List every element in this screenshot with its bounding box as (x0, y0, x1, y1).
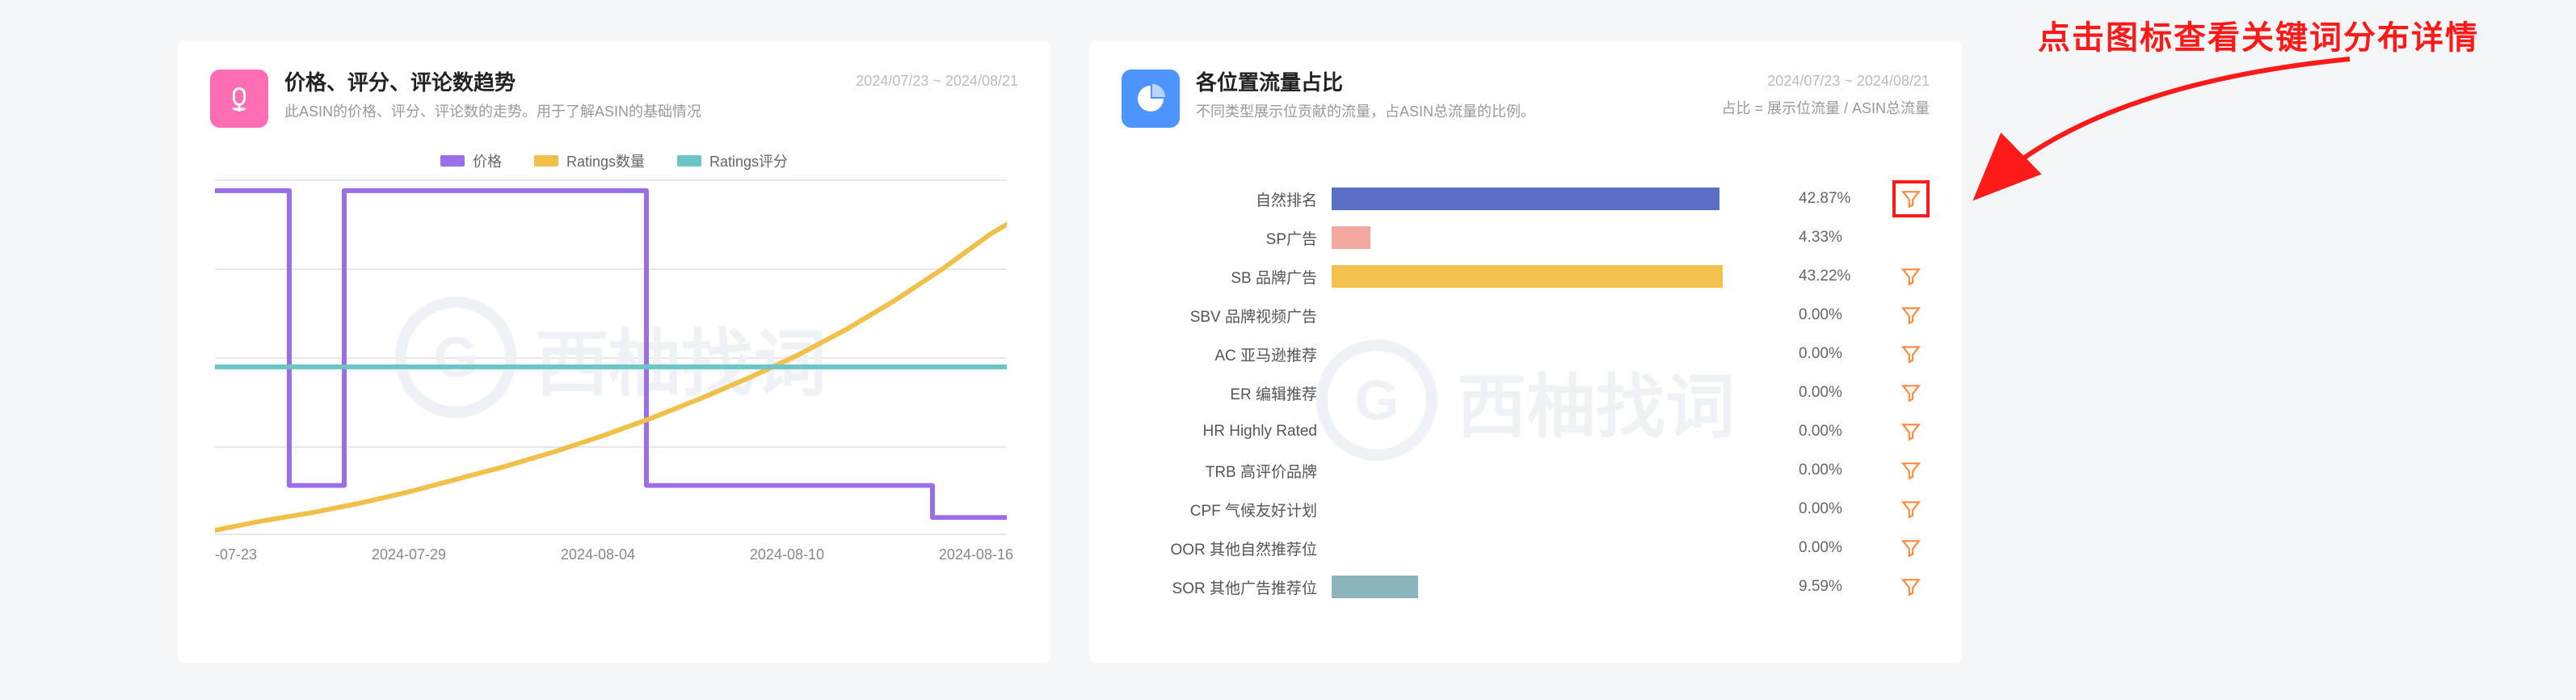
legend-item[interactable]: Ratings评分 (677, 150, 788, 171)
traffic-row-value: 4.33% (1784, 229, 1857, 247)
filter-icon[interactable] (1900, 188, 1921, 209)
x-tick: -07-23 (215, 546, 257, 563)
traffic-bar-track (1332, 576, 1784, 598)
traffic-bar-track (1332, 420, 1784, 443)
x-tick: 2024-08-16 (939, 546, 1013, 563)
traffic-row: HR Highly Rated 0.00% (1122, 412, 1930, 451)
legend-label: Ratings数量 (566, 150, 645, 171)
traffic-row: AC 亚马逊推荐 0.00% (1122, 335, 1930, 373)
date-range-left: 2024/07/23 ~ 2024/08/21 (856, 73, 1018, 90)
traffic-row-value: 0.00% (1784, 462, 1857, 479)
legend-item[interactable]: 价格 (440, 150, 502, 171)
traffic-bar-track (1332, 537, 1784, 559)
traffic-row: SP广告 4.33% (1122, 218, 1930, 257)
traffic-bar-track (1332, 226, 1784, 249)
traffic-row-label: AC 亚马逊推荐 (1122, 344, 1332, 365)
traffic-row-value: 0.00% (1784, 500, 1857, 518)
filter-icon[interactable] (1900, 344, 1921, 365)
traffic-row: ER 编辑推荐 0.00% (1122, 373, 1930, 412)
legend-label: 价格 (473, 150, 502, 171)
traffic-row-label: 自然排名 (1122, 188, 1332, 210)
traffic-row: TRB 高评价品牌 0.00% (1122, 451, 1930, 490)
legend-swatch (534, 155, 558, 167)
traffic-bar-track (1332, 265, 1784, 288)
x-axis-labels: -07-23 2024-07-29 2024-08-04 2024-08-10 2024… (210, 546, 1018, 563)
filter-icon[interactable] (1900, 499, 1921, 520)
traffic-bar-fill (1332, 226, 1370, 249)
legend-item[interactable]: Ratings数量 (534, 150, 645, 171)
date-range-right: 2024/07/23 ~ 2024/08/21 (1767, 73, 1930, 90)
traffic-row-value: 0.00% (1784, 306, 1857, 324)
card-subtitle-left: 此ASIN的价格、评分、评论数的走势。用于了解ASIN的基础情况 (284, 102, 1018, 122)
traffic-row-label: TRB 高评价品牌 (1122, 460, 1332, 482)
traffic-bar-track (1332, 188, 1784, 210)
traffic-row-value: 0.00% (1784, 345, 1857, 363)
traffic-row-label: HR Highly Rated (1122, 423, 1332, 441)
traffic-bar-track (1332, 382, 1784, 404)
filter-icon[interactable] (1900, 305, 1921, 326)
traffic-row-value: 0.00% (1784, 423, 1857, 441)
line-chart: G 西柚找词 (215, 179, 1007, 535)
traffic-row-value: 0.00% (1784, 384, 1857, 402)
traffic-row-label: ER 编辑推荐 (1122, 382, 1332, 404)
traffic-bar-fill (1332, 576, 1418, 598)
traffic-row-label: OOR 其他自然推荐位 (1122, 538, 1332, 559)
traffic-row-label: SOR 其他广告推荐位 (1122, 576, 1332, 598)
filter-icon[interactable] (1900, 576, 1921, 597)
traffic-bar-track (1332, 498, 1784, 521)
traffic-row: SB 品牌广告 43.22% (1122, 257, 1930, 296)
traffic-bar-track (1332, 459, 1784, 482)
x-tick: 2024-07-29 (372, 546, 446, 563)
traffic-bar-track (1332, 343, 1784, 365)
legend-swatch (677, 155, 701, 167)
legend-label: Ratings评分 (709, 150, 788, 171)
legend-row: 价格 Ratings数量 Ratings评分 (210, 150, 1018, 171)
traffic-row-value: 0.00% (1784, 539, 1857, 557)
price-rating-trend-card: 2024/07/23 ~ 2024/08/21 价格、评分、评论数趋势 此ASI… (178, 40, 1050, 663)
traffic-share-card: 2024/07/23 ~ 2024/08/21 占比 = 展示位流量 / ASI… (1089, 40, 1962, 663)
traffic-row: SOR 其他广告推荐位 9.59% (1122, 567, 1930, 606)
traffic-row: CPF 气候友好计划 0.00% (1122, 490, 1930, 529)
x-tick: 2024-08-04 (561, 546, 635, 563)
traffic-row-label: SB 品牌广告 (1122, 266, 1332, 288)
traffic-bar-track (1332, 304, 1784, 327)
traffic-row: OOR 其他自然推荐位 0.00% (1122, 529, 1930, 567)
traffic-row: SBV 品牌视频广告 0.00% (1122, 296, 1930, 335)
legend-swatch (440, 155, 465, 167)
traffic-row: 自然排名 42.87% (1122, 179, 1930, 218)
filter-icon[interactable] (1900, 538, 1921, 559)
traffic-row-value: 43.22% (1784, 268, 1857, 285)
pie-icon (1122, 70, 1180, 128)
flower-icon (210, 70, 268, 128)
filter-icon[interactable] (1900, 382, 1921, 403)
traffic-row-label: SBV 品牌视频广告 (1122, 305, 1332, 327)
traffic-bar-fill (1332, 188, 1719, 210)
traffic-bar-fill (1332, 265, 1723, 288)
x-tick: 2024-08-10 (750, 546, 824, 563)
traffic-row-label: CPF 气候友好计划 (1122, 499, 1332, 521)
traffic-row-value: 9.59% (1784, 578, 1857, 596)
filter-icon[interactable] (1900, 460, 1921, 481)
formula-note: 占比 = 展示位流量 / ASIN总流量 (1721, 97, 1930, 118)
filter-icon[interactable] (1900, 421, 1921, 442)
traffic-row-value: 42.87% (1784, 190, 1857, 208)
traffic-row-label: SP广告 (1122, 227, 1332, 249)
traffic-bar-list: 自然排名 42.87% SP广告 4.33% SB 品牌广告 43.22% SBV 品牌视频… (1122, 179, 1930, 606)
filter-icon[interactable] (1900, 266, 1921, 287)
